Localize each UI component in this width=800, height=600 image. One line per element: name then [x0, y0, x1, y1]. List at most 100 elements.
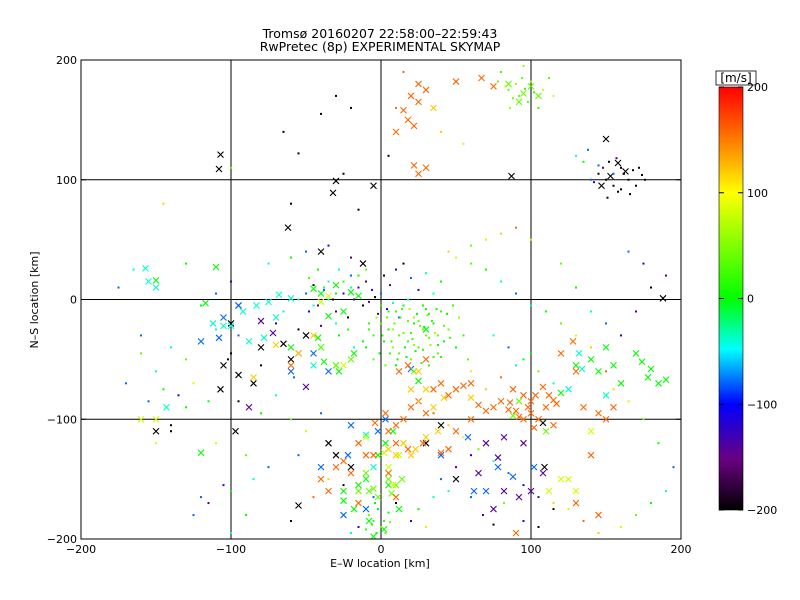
- data-point-dot: [192, 514, 195, 517]
- data-point-dot: [612, 388, 615, 391]
- data-point-dot: [548, 76, 550, 79]
- data-point-dot: [620, 166, 622, 169]
- data-point-dot: [410, 358, 412, 361]
- data-point-cross: [400, 439, 407, 447]
- data-point-dot: [215, 442, 217, 445]
- data-point-dot: [447, 424, 450, 427]
- data-point-cross: [602, 391, 610, 399]
- data-point-cross: [295, 349, 302, 357]
- data-point-cross: [557, 389, 565, 397]
- data-point-dot: [375, 532, 378, 535]
- data-point-dot: [462, 334, 465, 337]
- data-point-dot: [371, 288, 373, 291]
- data-point-dot: [320, 412, 322, 415]
- data-point-cross: [632, 349, 640, 357]
- data-point-cross: [385, 445, 392, 453]
- data-point-cross: [362, 451, 370, 459]
- data-point-dot: [290, 202, 292, 205]
- data-point-cross: [310, 361, 317, 369]
- data-point-dot: [332, 298, 334, 301]
- data-point-dot: [602, 166, 604, 169]
- data-point-dot: [417, 508, 420, 511]
- data-point-cross: [410, 161, 418, 169]
- data-point-cross: [332, 451, 340, 459]
- data-point-dot: [428, 336, 430, 339]
- data-point-dot: [432, 496, 435, 499]
- data-point-cross: [325, 292, 332, 300]
- data-point-cross: [287, 367, 295, 375]
- data-point-dot: [408, 308, 411, 311]
- data-point-cross: [359, 260, 367, 267]
- data-point-cross: [317, 298, 325, 306]
- data-point-dot: [371, 523, 373, 526]
- data-point-cross: [317, 290, 325, 297]
- data-point-dot: [530, 238, 532, 241]
- data-point-dot: [417, 400, 420, 403]
- data-point-cross: [512, 407, 520, 415]
- data-point-dot: [593, 181, 595, 184]
- data-point-cross: [302, 383, 310, 391]
- data-point-cross: [227, 320, 235, 327]
- data-point-cross: [539, 419, 547, 427]
- data-point-cross: [362, 505, 370, 513]
- data-point-dot: [200, 304, 202, 307]
- data-point-dot: [380, 304, 382, 307]
- data-point-cross: [515, 397, 523, 405]
- data-point-cross: [370, 463, 377, 471]
- data-point-dot: [644, 178, 646, 181]
- data-point-dot: [597, 532, 600, 535]
- data-point-dot: [390, 340, 393, 343]
- data-point-cross: [415, 80, 422, 88]
- data-point-dot: [386, 316, 388, 319]
- data-point-dot: [374, 296, 376, 299]
- data-point-cross: [541, 463, 548, 471]
- data-point-dot: [353, 346, 355, 349]
- data-point-cross: [152, 415, 160, 423]
- data-point-cross: [227, 322, 235, 330]
- data-point-cross: [412, 445, 419, 453]
- data-point-dot: [447, 328, 450, 331]
- data-point-cross: [430, 403, 437, 411]
- data-point-cross: [419, 439, 427, 447]
- y-tick-label: 200: [56, 54, 77, 67]
- data-point-dot: [125, 382, 127, 385]
- data-point-cross: [647, 365, 655, 373]
- data-point-cross: [365, 517, 373, 525]
- data-point-cross: [295, 502, 302, 509]
- data-point-dot: [402, 70, 405, 73]
- data-point-dot: [185, 406, 187, 409]
- data-point-dot: [440, 478, 442, 481]
- data-point-dot: [422, 348, 424, 351]
- data-point-dot: [627, 178, 630, 181]
- data-point-cross: [212, 263, 220, 271]
- data-point-dot: [327, 298, 330, 301]
- data-point-dot: [665, 274, 667, 277]
- data-point-dot: [423, 326, 426, 329]
- data-point-cross: [598, 182, 605, 190]
- data-point-dot: [615, 157, 618, 160]
- data-point-cross: [464, 433, 472, 441]
- data-point-cross: [478, 74, 485, 82]
- data-point-cross: [404, 361, 412, 369]
- data-point-dot: [230, 532, 232, 535]
- data-point-dot: [492, 523, 495, 526]
- data-point-dot: [372, 496, 375, 499]
- data-point-cross: [490, 82, 497, 90]
- data-point-dot: [635, 514, 637, 517]
- data-point-dot: [416, 312, 418, 315]
- data-point-cross: [460, 382, 467, 390]
- data-point-cross: [371, 419, 379, 427]
- data-point-cross: [539, 383, 547, 391]
- y-tick-label: 100: [56, 174, 77, 187]
- data-point-cross: [362, 431, 370, 439]
- data-point-dot: [507, 472, 510, 475]
- data-point-dot: [650, 502, 652, 505]
- data-point-dot: [590, 310, 592, 313]
- data-point-dot: [575, 334, 577, 337]
- data-point-dot: [305, 250, 307, 253]
- data-point-dot: [140, 334, 142, 337]
- data-point-cross: [410, 122, 418, 130]
- data-point-cross: [385, 427, 392, 435]
- data-point-dot: [132, 268, 135, 271]
